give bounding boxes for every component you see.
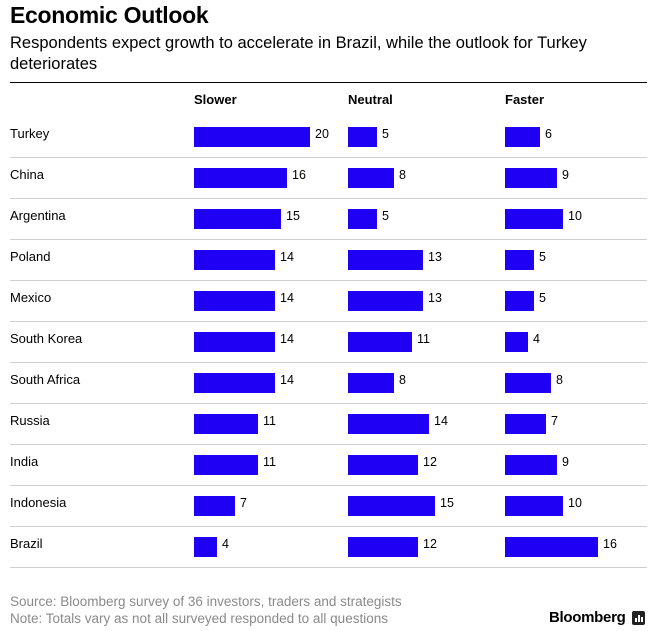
table-row: Brazil 4 12 16 <box>10 526 647 568</box>
bar-faster <box>505 414 546 434</box>
data-label-faster: 5 <box>539 250 546 264</box>
bar-slower <box>194 209 281 229</box>
data-label-neutral: 13 <box>428 291 442 305</box>
bar-neutral <box>348 168 394 188</box>
bar-faster <box>505 537 598 557</box>
bar-slower <box>194 250 275 270</box>
table-row: Poland 14 13 5 <box>10 239 647 281</box>
bar-faster <box>505 168 557 188</box>
bar-faster <box>505 127 540 147</box>
table-row: Turkey 20 5 6 <box>10 116 647 158</box>
bar-slower <box>194 291 275 311</box>
data-label-neutral: 5 <box>382 209 389 223</box>
table-row: Russia 11 14 7 <box>10 403 647 445</box>
data-label-neutral: 12 <box>423 455 437 469</box>
data-label-slower: 16 <box>292 168 306 182</box>
table-row: South Korea 14 11 4 <box>10 321 647 363</box>
data-label-faster: 8 <box>556 373 563 387</box>
bar-neutral <box>348 455 418 475</box>
data-label-slower: 14 <box>280 332 294 346</box>
data-label-slower: 14 <box>280 250 294 264</box>
category-label: Indonesia <box>10 495 67 510</box>
category-label: South Korea <box>10 331 83 346</box>
bloomberg-chart-icon <box>632 611 645 625</box>
footnote: Note: Totals vary as not all surveyed re… <box>10 611 388 626</box>
bar-neutral <box>348 414 429 434</box>
column-header-faster: Faster <box>505 92 545 107</box>
data-label-faster: 5 <box>539 291 546 305</box>
data-label-faster: 10 <box>568 496 582 510</box>
table-row: Indonesia 7 15 10 <box>10 485 647 527</box>
bar-slower <box>194 496 235 516</box>
chart-title: Economic Outlook <box>10 2 209 28</box>
bar-faster <box>505 332 528 352</box>
data-label-slower: 11 <box>263 455 276 469</box>
data-label-slower: 14 <box>280 373 294 387</box>
data-label-neutral: 8 <box>399 373 406 387</box>
category-label: Poland <box>10 249 51 264</box>
bar-faster <box>505 455 557 475</box>
category-label: China <box>10 167 44 182</box>
bar-neutral <box>348 537 418 557</box>
data-label-neutral: 8 <box>399 168 406 182</box>
bar-neutral <box>348 373 394 393</box>
bar-neutral <box>348 209 377 229</box>
category-label: Mexico <box>10 290 52 305</box>
bar-slower <box>194 332 275 352</box>
bar-faster <box>505 496 563 516</box>
data-label-neutral: 11 <box>417 332 430 346</box>
bar-slower <box>194 537 217 557</box>
bar-faster <box>505 291 534 311</box>
bar-slower <box>194 455 258 475</box>
bar-neutral <box>348 127 377 147</box>
data-label-faster: 4 <box>533 332 540 346</box>
bar-neutral <box>348 496 435 516</box>
category-label: South Africa <box>10 372 81 387</box>
data-label-faster: 7 <box>551 414 558 428</box>
data-label-neutral: 13 <box>428 250 442 264</box>
bloomberg-logo: Bloomberg <box>549 609 626 626</box>
bar-slower <box>194 168 287 188</box>
chart-subtitle: Respondents expect growth to accelerate … <box>10 34 587 73</box>
category-label: Argentina <box>10 208 66 223</box>
bar-faster <box>505 250 534 270</box>
data-label-faster: 9 <box>562 455 569 469</box>
bar-slower <box>194 127 310 147</box>
column-header-neutral: Neutral <box>348 92 393 107</box>
data-label-faster: 6 <box>545 127 552 141</box>
data-label-neutral: 5 <box>382 127 389 141</box>
source-note: Source: Bloomberg survey of 36 investors… <box>10 594 402 609</box>
data-label-faster: 10 <box>568 209 582 223</box>
bar-slower <box>194 373 275 393</box>
data-label-slower: 20 <box>315 127 329 141</box>
data-label-faster: 9 <box>562 168 569 182</box>
data-label-neutral: 15 <box>440 496 454 510</box>
table-row: South Africa 14 8 8 <box>10 362 647 404</box>
category-label: Brazil <box>10 536 43 551</box>
bar-neutral <box>348 250 423 270</box>
bar-neutral <box>348 332 412 352</box>
data-label-slower: 4 <box>222 537 229 551</box>
table-row: India 11 12 9 <box>10 444 647 486</box>
bar-neutral <box>348 291 423 311</box>
data-label-slower: 7 <box>240 496 247 510</box>
bar-faster <box>505 209 563 229</box>
data-label-slower: 11 <box>263 414 276 428</box>
category-label: Russia <box>10 413 50 428</box>
column-header-slower: Slower <box>194 92 237 107</box>
bar-faster <box>505 373 551 393</box>
data-label-neutral: 14 <box>434 414 448 428</box>
table-row: China 16 8 9 <box>10 157 647 199</box>
data-label-neutral: 12 <box>423 537 437 551</box>
table-row: Argentina 15 5 10 <box>10 198 647 240</box>
category-label: India <box>10 454 39 469</box>
top-rule <box>10 82 647 83</box>
data-label-slower: 14 <box>280 291 294 305</box>
category-label: Turkey <box>10 126 50 141</box>
data-label-slower: 15 <box>286 209 300 223</box>
data-label-faster: 16 <box>603 537 617 551</box>
bar-slower <box>194 414 258 434</box>
table-row: Mexico 14 13 5 <box>10 280 647 322</box>
